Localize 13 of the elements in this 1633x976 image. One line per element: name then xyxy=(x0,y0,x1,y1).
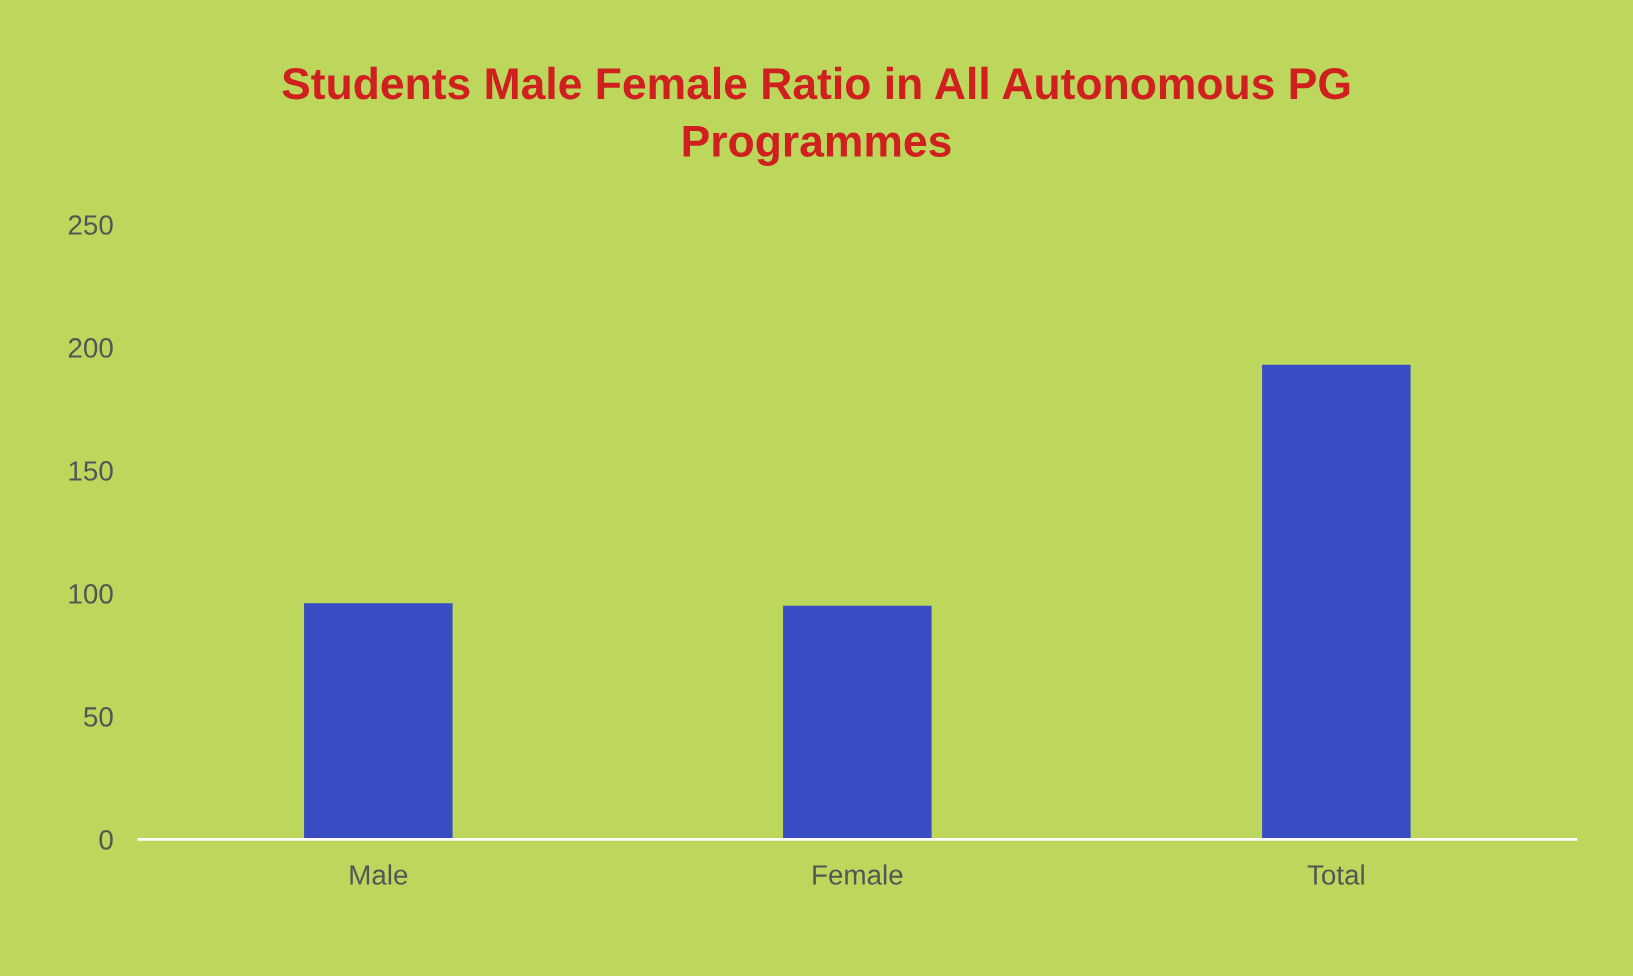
x-tick-label: Total xyxy=(1307,864,1364,885)
y-tick-label: 250 xyxy=(68,215,113,235)
x-tick-label: Male xyxy=(350,864,408,885)
bar xyxy=(1262,364,1411,840)
y-tick-label: 150 xyxy=(69,461,113,481)
x-tick-label: Female xyxy=(813,864,903,885)
chart-title: Students Male Female Ratio in All Autonomous PG Programmes xyxy=(282,66,1350,166)
y-tick-label: 0 xyxy=(99,830,113,850)
y-tick-label: 100 xyxy=(69,584,113,604)
bar xyxy=(304,603,453,840)
y-tick-label: 50 xyxy=(84,707,113,727)
bar xyxy=(783,605,932,840)
y-tick-label: 200 xyxy=(68,338,113,358)
